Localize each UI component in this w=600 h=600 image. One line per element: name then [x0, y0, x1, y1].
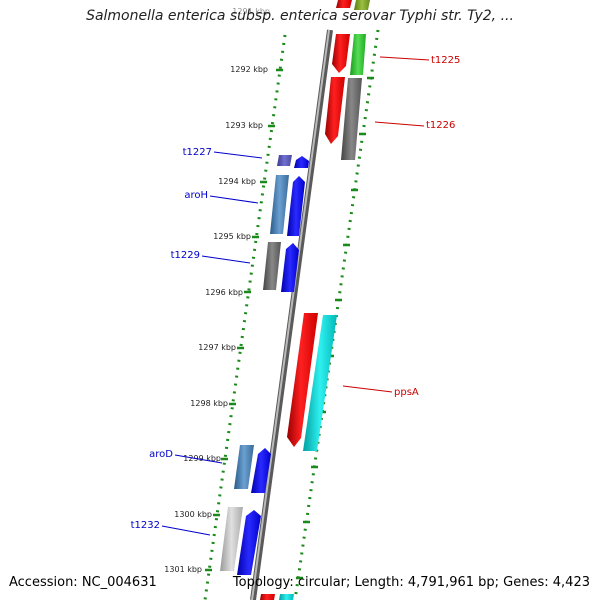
- gene-ppsA-cyan[interactable]: [303, 315, 337, 451]
- label-t1232[interactable]: t1232: [131, 520, 160, 531]
- label-t1227[interactable]: t1227: [183, 147, 212, 158]
- left-track-dashes: [205, 68, 283, 572]
- gene-t1227-blue[interactable]: [294, 156, 309, 168]
- tick-1299: 1299 kbp: [183, 454, 221, 463]
- backbone-highlight: [251, 29, 330, 600]
- gene-partial-top-red[interactable]: [336, 0, 352, 8]
- gene-t1229-blue[interactable]: [281, 243, 299, 292]
- label-aroD[interactable]: aroD: [149, 449, 173, 460]
- gene-partial-top-olive[interactable]: [354, 0, 370, 10]
- label-t1225[interactable]: t1225: [431, 55, 460, 66]
- gene-t1232-grey[interactable]: [220, 507, 243, 571]
- tick-1291: 1291 kbp: [232, 7, 270, 16]
- label-ppsA[interactable]: ppsA: [394, 387, 419, 398]
- gene-t1226-red[interactable]: [325, 77, 345, 144]
- gene-ppsA-red[interactable]: [287, 313, 318, 447]
- tick-1298: 1298 kbp: [190, 399, 228, 408]
- gene-t1225-red[interactable]: [332, 34, 350, 73]
- gene-aroD-steel[interactable]: [234, 445, 254, 489]
- label-t1226[interactable]: t1226: [426, 120, 455, 131]
- label-aroH[interactable]: aroH: [184, 190, 208, 201]
- gene-aroH-blue[interactable]: [287, 176, 305, 236]
- gene-aroH-steel[interactable]: [270, 175, 289, 234]
- label-leaders: [161, 56, 430, 536]
- tick-1293: 1293 kbp: [225, 121, 263, 130]
- gene-partial-bottom-red[interactable]: [260, 594, 275, 600]
- tick-1292: 1292 kbp: [230, 65, 268, 74]
- tick-labels: 1291 kbp 1292 kbp 1293 kbp 1294 kbp 1295…: [164, 7, 270, 574]
- tick-1294: 1294 kbp: [218, 177, 256, 186]
- tick-1297: 1297 kbp: [198, 343, 236, 352]
- map-title: Salmonella enterica subsp. enterica sero…: [86, 8, 514, 24]
- gene-t1227-purple[interactable]: [277, 155, 292, 166]
- gene-t1225-green[interactable]: [350, 34, 366, 75]
- accession-text: Accession: NC_004631: [9, 575, 157, 590]
- gene-aroD-blue[interactable]: [251, 448, 271, 493]
- tick-1301: 1301 kbp: [164, 565, 202, 574]
- gene-partial-bottom-cyan[interactable]: [279, 594, 294, 600]
- gene-t1232-blue[interactable]: [237, 510, 261, 575]
- topology-text: Topology: circular; Length: 4,791,961 bp…: [232, 575, 590, 590]
- tick-1295: 1295 kbp: [213, 232, 251, 241]
- gene-t1229-grey[interactable]: [263, 242, 281, 290]
- label-t1229[interactable]: t1229: [171, 250, 200, 261]
- tick-1300: 1300 kbp: [174, 510, 212, 519]
- tick-1296: 1296 kbp: [205, 288, 243, 297]
- gene-t1226-grey[interactable]: [341, 78, 362, 160]
